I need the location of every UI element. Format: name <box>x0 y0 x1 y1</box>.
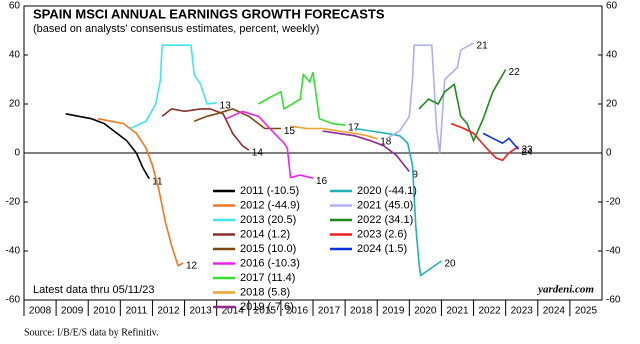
series-line <box>258 71 346 126</box>
y-tick-label: 0 <box>14 148 20 159</box>
series-line <box>161 108 250 151</box>
legend-label: 2022 (34.1) <box>357 214 413 226</box>
legend-label: 2016 (-10.3) <box>240 257 300 269</box>
y-tick-label: 20 <box>9 99 21 110</box>
y2-tick-label: 20 <box>606 99 618 110</box>
legend-label: 2011 (-10.5) <box>240 185 299 197</box>
legend-label: 2019 (-7.6) <box>240 301 294 313</box>
series-line <box>97 117 184 267</box>
legend-label: 2023 (2.6) <box>357 228 407 240</box>
x-tick-label: 2017 <box>318 306 341 317</box>
legend-label: 2015 (10.0) <box>240 243 296 255</box>
y-tick-label: 40 <box>9 50 21 61</box>
x-tick-label: 2010 <box>93 306 116 317</box>
legend-label: 2013 (20.5) <box>240 214 296 226</box>
x-tick-label: 2018 <box>350 306 373 317</box>
end-label: 15 <box>284 126 296 137</box>
x-tick-label: 2013 <box>189 306 212 317</box>
brand: yardeni.com <box>536 284 594 296</box>
y2-tick-label: -40 <box>606 246 621 257</box>
y2-tick-label: 40 <box>606 50 618 61</box>
x-tick-label: 2022 <box>478 306 501 317</box>
end-label: 22 <box>509 67 521 78</box>
y-tick-label: 60 <box>9 1 21 12</box>
end-label: 16 <box>316 176 328 187</box>
series-line <box>482 132 520 150</box>
source: Source: I/B/E/S data by Refinitiv. <box>24 327 159 338</box>
end-label: 13 <box>220 100 232 111</box>
x-tick-label: 2019 <box>382 306 405 317</box>
x-tick-label: 2021 <box>446 306 469 317</box>
note: Latest data thru 05/11/23 <box>33 284 155 296</box>
x-tick-label: 2015 <box>254 306 277 317</box>
series-line <box>322 130 410 173</box>
series-line <box>290 125 378 140</box>
series-line <box>225 110 314 179</box>
x-tick-label: 2012 <box>157 306 180 317</box>
series-line <box>129 44 217 130</box>
x-tick-label: 2020 <box>414 306 437 317</box>
end-label: 20 <box>444 259 456 270</box>
series-line <box>65 113 150 180</box>
series-line <box>354 127 442 277</box>
legend-label: 2024 (1.5) <box>357 243 407 255</box>
x-tick-label: 2025 <box>575 306 598 317</box>
x-tick-label: 2024 <box>543 306 566 317</box>
end-label: 24 <box>522 147 534 158</box>
y2-tick-label: 60 <box>606 1 618 12</box>
end-label: 21 <box>477 40 489 51</box>
legend-label: 2020 (-44.1) <box>357 185 417 197</box>
end-label: 17 <box>348 123 360 134</box>
end-label: 12 <box>186 261 198 272</box>
x-tick-label: 2011 <box>126 306 148 317</box>
x-tick-label: 2023 <box>511 306 534 317</box>
y2-tick-label: -20 <box>606 197 621 208</box>
x-tick-label: 2009 <box>61 306 84 317</box>
end-label: 18 <box>380 136 392 147</box>
series-line <box>450 122 519 162</box>
legend-label: 2017 (11.4) <box>240 272 295 284</box>
end-label: 11 <box>152 176 163 187</box>
series-line <box>418 69 507 143</box>
chart-subtitle: (based on analysts' consensus estimates,… <box>33 23 319 35</box>
end-label: 14 <box>252 148 264 159</box>
x-tick-label: 2008 <box>29 306 52 317</box>
y2-tick-label: 0 <box>606 148 612 159</box>
legend-label: 2014 (1.2) <box>240 228 290 240</box>
legend-label: 2018 (5.8) <box>240 286 290 298</box>
legend-label: 2012 (-44.9) <box>240 199 300 211</box>
x-tick-label: 2014 <box>222 306 245 317</box>
series-line <box>193 108 281 130</box>
end-label: 9 <box>412 169 418 180</box>
chart-title: SPAIN MSCI ANNUAL EARNINGS GROWTH FORECA… <box>33 6 385 21</box>
y2-tick-label: -60 <box>606 295 621 306</box>
x-tick-label: 2016 <box>286 306 309 317</box>
y-tick-label: -60 <box>6 295 21 306</box>
legend-label: 2021 (45.0) <box>357 199 413 211</box>
y-tick-label: -40 <box>6 246 21 257</box>
y-tick-label: -20 <box>6 197 21 208</box>
series-line <box>386 42 474 154</box>
end-label: 23 <box>522 144 534 155</box>
